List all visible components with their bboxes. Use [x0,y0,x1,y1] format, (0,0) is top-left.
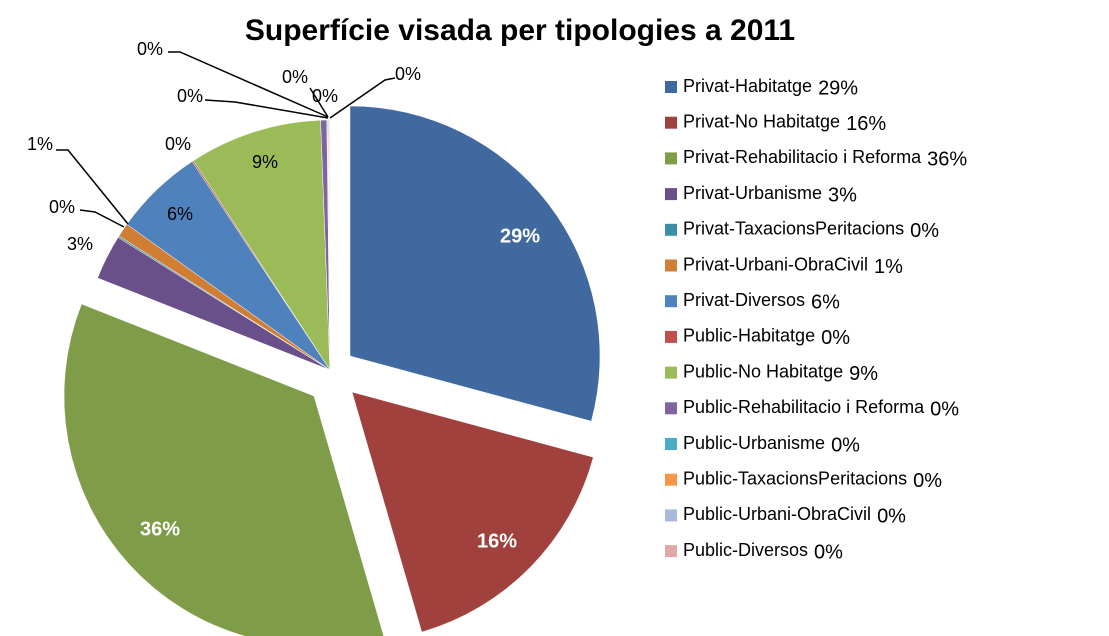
data-label: 0% [395,64,421,84]
legend-swatch [665,188,677,201]
legend-label: Privat-Rehabilitacio i Reforma [683,147,922,167]
data-labels: 29%16%36%3%0%1%6%0%9%0%0%0%0%0% [27,39,540,553]
legend-swatch [665,438,677,450]
legend-swatch [665,259,677,272]
legend-percent: 9% [849,363,878,385]
legend-label: Public-Urbani-ObraCivil [683,504,871,524]
leader-line [56,149,129,225]
data-label: 1% [27,134,53,154]
legend-percent: 36% [927,149,967,171]
legend: Privat-Habitatge 29% Privat-No Habitatge 16… [665,76,967,563]
legend-swatch [665,116,677,129]
legend-percent: 0% [831,434,860,456]
legend-swatch [665,152,677,165]
legend-label: Public-Habitatge [683,326,815,346]
legend-percent: 0% [821,327,850,349]
data-label: 0% [49,197,75,217]
data-label: 9% [252,152,278,172]
data-label: 29% [500,225,540,247]
legend-percent: 0% [814,541,843,563]
data-label: 3% [67,234,93,254]
legend-percent: 0% [910,220,939,242]
legend-label: Public-Urbanisme [683,433,825,453]
leader-line [79,209,125,228]
legend-percent: 1% [874,256,903,278]
leader-line [329,77,396,119]
leader-line [204,99,329,119]
legend-swatch [665,545,677,558]
legend-label: Privat-No Habitatge [683,111,840,131]
legend-swatch [665,366,677,379]
legend-swatch [665,473,677,486]
pie-slice [351,391,594,633]
legend-label: Public-Diversos [683,540,808,560]
legend-label: Public-No Habitatge [683,361,843,381]
data-label: 0% [165,134,191,154]
legend-label: Public-TaxacionsPeritacions [683,468,907,488]
legend-swatch [665,330,677,343]
legend-swatch [665,295,677,308]
pie-slice [63,303,384,636]
data-label: 0% [282,67,308,87]
legend-label: Privat-Urbanisme [683,183,822,203]
legend-percent: 29% [818,77,858,99]
legend-swatch [665,509,677,522]
legend-percent: 0% [877,506,906,528]
pie-slice [193,119,331,371]
data-label: 36% [140,518,180,540]
leader-line [168,51,329,118]
legend-swatch [665,81,677,93]
legend-percent: 6% [811,291,840,313]
data-label: 6% [167,204,193,224]
legend-label: Public-Rehabilitacio i Reforma [683,397,925,417]
legend-percent: 0% [930,399,959,421]
data-label: 16% [477,530,517,552]
data-label: 0% [137,39,163,59]
pie-slice [349,105,601,422]
legend-swatch [665,402,677,415]
legend-percent: 16% [846,113,886,135]
legend-label: Privat-Urbani-ObraCivil [683,254,868,274]
data-label: 0% [177,86,203,106]
legend-percent: 0% [913,470,942,492]
legend-percent: 3% [828,184,857,206]
pie-slice [328,119,331,371]
legend-label: Privat-TaxacionsPeritacions [683,219,904,239]
legend-label: Privat-Diversos [683,290,805,310]
data-label: 0% [312,86,338,106]
legend-swatch [665,223,677,236]
chart-title: Superfície visada per tipologies a 2011 [245,14,795,47]
leader-line [309,87,329,118]
pie [63,105,601,636]
legend-label: Privat-Habitatge [683,76,812,96]
